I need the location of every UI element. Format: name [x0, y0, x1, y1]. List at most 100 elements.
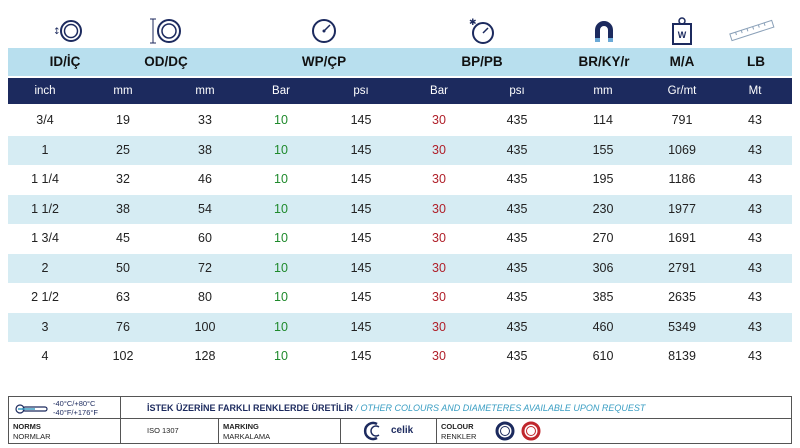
length-ruler-icon	[726, 12, 778, 50]
cell-bp-bar: 30	[432, 349, 446, 363]
cell-inch: 3	[41, 319, 49, 334]
cell-wp-bar: 10	[274, 142, 288, 157]
cell-bp-bar: 30	[432, 142, 446, 157]
celik-logo-icon	[363, 421, 389, 446]
cell-inch: 1 1/2	[31, 201, 59, 216]
table-row: 1 3/4 45 60 10 145 30 435 270 1691 43	[8, 224, 792, 254]
norms-label-cell: NORMS NORMLAR	[9, 419, 121, 443]
cell-od-mm: 54	[198, 201, 212, 216]
cell-wp-psi: 145	[350, 290, 372, 304]
cell-br-mm: 306	[592, 260, 614, 275]
colour-title: COLOUR	[441, 422, 474, 431]
cell-br-mm: 270	[592, 231, 614, 245]
cell-lb: 43	[748, 172, 762, 186]
cell-wp-psi: 145	[350, 113, 372, 127]
unit-lb-mt: Mt	[748, 85, 762, 97]
cell-bp-bar: 30	[432, 290, 446, 304]
cell-lb: 43	[748, 113, 762, 127]
cell-id-mm: 102	[112, 349, 134, 363]
outer-diameter-icon	[146, 12, 186, 50]
unit-id-mm: mm	[113, 85, 133, 97]
cell-ma: 1691	[668, 231, 696, 245]
cell-br-mm: 460	[592, 319, 614, 334]
unit-bp-bar: Bar	[430, 85, 448, 97]
cell-bp-psi: 435	[506, 290, 528, 304]
cell-bp-bar: 30	[432, 201, 446, 216]
unit-inch: inch	[34, 85, 56, 97]
bend-radius-magnet-icon	[586, 12, 622, 50]
cell-wp-psi: 145	[350, 201, 372, 216]
svg-text:✱: ✱	[469, 18, 477, 28]
header-od: OD/DÇ	[144, 54, 188, 69]
table-row: 4 102 128 10 145 30 435 610 8139 43	[8, 342, 792, 372]
header-br: BR/KY/r	[578, 54, 630, 69]
cell-inch: 1 1/4	[31, 172, 59, 186]
norms-value: ISO 1307	[147, 426, 179, 435]
norms-subtitle: NORMLAR	[13, 432, 51, 441]
unit-wp-bar: Bar	[272, 85, 290, 97]
cell-bp-bar: 30	[432, 260, 446, 275]
cell-lb: 43	[748, 319, 762, 334]
cell-wp-bar: 10	[274, 349, 288, 363]
table-row: 3/4 19 33 10 145 30 435 114 791 43	[8, 106, 792, 136]
cell-wp-psi: 145	[350, 231, 372, 245]
marking-label-cell: MARKING MARKALAMA	[219, 419, 341, 443]
table-row: 1 1/4 32 46 10 145 30 435 195 1186 43	[8, 165, 792, 195]
temperature-celsius: -40°C/+80°C	[53, 399, 96, 408]
weight-icon: W	[664, 12, 700, 50]
data-table: 3/4 19 33 10 145 30 435 114 791 43 1 25 …	[8, 106, 792, 372]
unit-od-mm: mm	[195, 85, 215, 97]
colour-subtitle: RENKLER	[441, 432, 477, 441]
svg-text:↕: ↕	[53, 27, 61, 37]
note-english: OTHER COLOURS AND DIAMETERES AVAILABLE U…	[360, 403, 646, 413]
table-row: 2 50 72 10 145 30 435 306 2791 43	[8, 253, 792, 283]
cell-id-mm: 32	[116, 172, 130, 186]
cell-bp-bar: 30	[432, 172, 446, 186]
header-lb: LB	[747, 54, 765, 69]
cell-id-mm: 19	[116, 113, 130, 127]
unit-br-mm: mm	[593, 85, 613, 97]
cell-wp-psi: 145	[350, 172, 372, 186]
cell-lb: 43	[748, 260, 762, 275]
cell-od-mm: 100	[194, 319, 216, 334]
cell-bp-psi: 435	[506, 231, 528, 245]
cell-ma: 2791	[668, 260, 696, 275]
note-turkish: İSTEK ÜZERİNE FARKLI RENKLERDE ÜRETİLİR	[147, 403, 354, 413]
cell-br-mm: 385	[592, 290, 614, 304]
cell-ma: 1977	[668, 201, 696, 216]
table-row: 1 1/2 38 54 10 145 30 435 230 1977 43	[8, 194, 792, 224]
cell-bp-bar: 30	[432, 231, 446, 245]
table-row: 2 1/2 63 80 10 145 30 435 385 2635 43	[8, 283, 792, 313]
cell-id-mm: 25	[116, 142, 130, 157]
pressure-gauge-icon	[306, 12, 342, 50]
inner-diameter-icon: ↕	[48, 12, 88, 50]
note-separator: /	[353, 403, 361, 413]
marking-brand-cell	[341, 419, 437, 443]
unit-wp-psi: psı	[353, 85, 369, 97]
spec-footer: -40°C/+80°C -40°F/+176°F İSTEK ÜZERİNE F…	[8, 396, 792, 444]
weight-icon-letter: W	[677, 30, 687, 40]
temperature-box: -40°C/+80°C -40°F/+176°F	[9, 397, 121, 419]
cell-inch: 2	[41, 260, 49, 275]
cell-od-mm: 128	[194, 349, 216, 363]
footer-top-row: -40°C/+80°C -40°F/+176°F İSTEK ÜZERİNE F…	[9, 397, 791, 419]
colour-swatch-navy	[495, 421, 515, 446]
marking-title: MARKING	[223, 422, 259, 431]
thermometer-icon	[15, 402, 51, 420]
cell-ma: 1069	[668, 142, 696, 157]
cell-od-mm: 80	[198, 290, 212, 304]
cell-inch: 1	[41, 142, 49, 157]
cell-wp-bar: 10	[274, 172, 288, 186]
table-row: 1 25 38 10 145 30 435 155 1069 43	[8, 135, 792, 165]
cell-br-mm: 230	[592, 201, 614, 216]
cell-wp-bar: 10	[274, 231, 288, 245]
cell-od-mm: 46	[198, 172, 212, 186]
availability-note: İSTEK ÜZERİNE FARKLI RENKLERDE ÜRETİLİR …	[147, 397, 645, 419]
column-header-band: ID/İÇ OD/DÇ WP/ÇP BP/PB BR/KY/r M/A LB	[8, 48, 792, 76]
burst-gauge-icon: ✱	[464, 12, 500, 50]
cell-id-mm: 63	[116, 290, 130, 304]
cell-od-mm: 72	[198, 260, 212, 275]
cell-inch: 3/4	[36, 113, 54, 127]
marking-subtitle: MARKALAMA	[223, 432, 271, 441]
temperature-fahrenheit: -40°F/+176°F	[53, 408, 98, 417]
